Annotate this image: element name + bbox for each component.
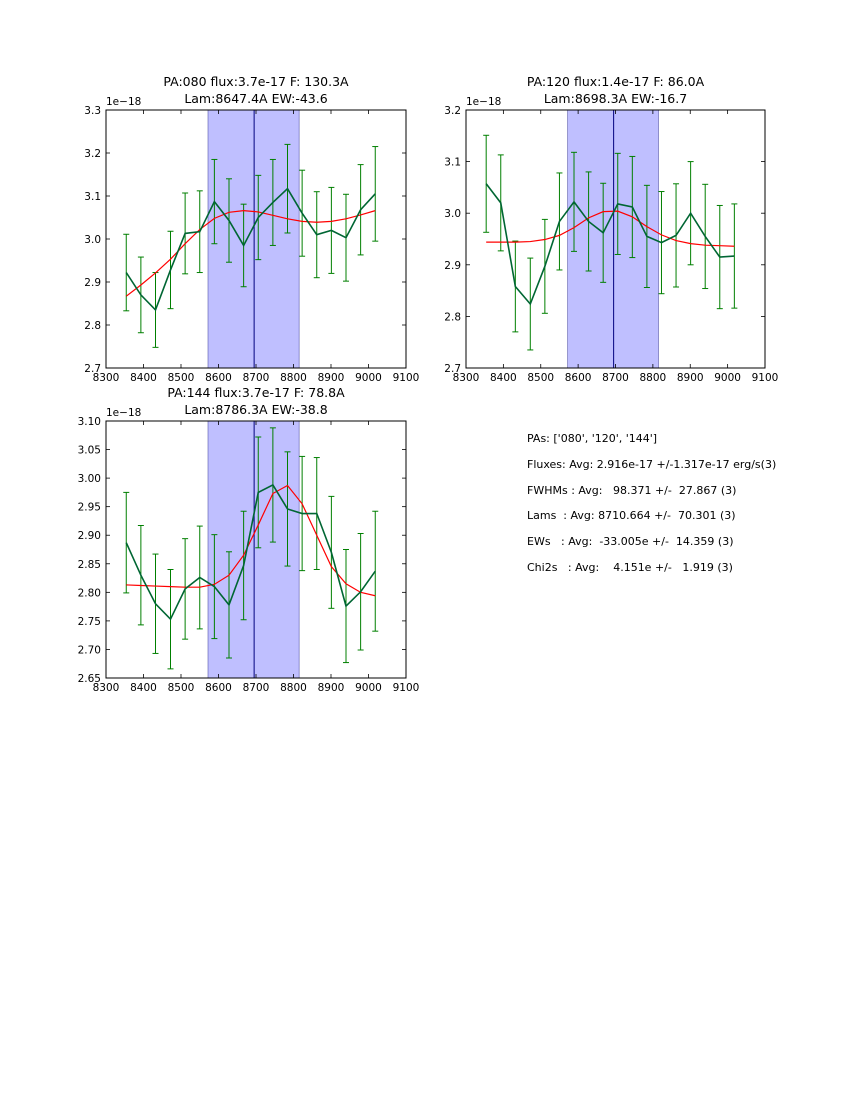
- x-tick-label: 8800: [640, 372, 667, 384]
- summary-panel: PAs: ['080', '120', '144'] Fluxes: Avg: …: [527, 432, 776, 587]
- x-tick-label: 8400: [490, 372, 517, 384]
- x-tick-label: 8400: [130, 372, 157, 384]
- chart-subtitle: Lam:8786.3A EW:-38.8: [184, 402, 327, 417]
- y-tick-label: 3.00: [78, 473, 101, 485]
- x-tick-label: 8500: [168, 372, 195, 384]
- x-tick-label: 8300: [93, 372, 120, 384]
- x-tick-label: 9000: [355, 372, 382, 384]
- chart-panel-3: 8300 8400 8500 8600 8700 8800 8900 9000 9100 2.65…: [78, 385, 420, 694]
- y-tick-label: 3.2: [444, 105, 461, 117]
- line-window-band: [207, 109, 300, 369]
- x-tick-label: 8300: [453, 372, 480, 384]
- chart-panel-2: 8300 8400 8500 8600 8700 8800 8900 9000 9100 2.7 2…: [444, 74, 778, 384]
- x-tick-label: 8900: [677, 372, 704, 384]
- x-tick-label: 8400: [130, 682, 157, 694]
- spectrum-line: [485, 183, 735, 306]
- y-tick-label: 3.2: [84, 148, 101, 160]
- y-tick-label: 3.3: [84, 105, 101, 117]
- summary-pas: PAs: ['080', '120', '144']: [527, 432, 658, 445]
- x-tick-label: 8600: [205, 682, 232, 694]
- line-window-band: [567, 109, 659, 369]
- y-tick-label: 2.8: [444, 311, 461, 323]
- x-tick-label: 8500: [527, 372, 554, 384]
- x-tick-label: 8500: [168, 682, 195, 694]
- x-tick-label: 8700: [243, 682, 270, 694]
- y-tick-label: 2.8: [84, 320, 101, 332]
- chart-panel-1: 8300 8400 8500 8600 8700 8800 8900 9000 9100 2.7 2…: [84, 74, 419, 384]
- summary-lams: Lams : Avg: 8710.664 +/- 70.301 (3): [527, 509, 736, 523]
- fit-line: [486, 210, 735, 247]
- y-tick-label: 3.10: [78, 416, 101, 428]
- x-tick-label: 8300: [93, 682, 120, 694]
- spectrum-line: [125, 187, 376, 312]
- x-tick-label: 9100: [752, 372, 779, 384]
- y-tick-label: 2.9: [444, 260, 461, 272]
- y-tick-label: 2.9: [84, 277, 101, 289]
- spectrum-line: [125, 483, 376, 621]
- y-offset-label: 1e−18: [466, 96, 501, 108]
- chart-subtitle: Lam:8647.4A EW:-43.6: [184, 91, 327, 106]
- y-tick-label: 2.95: [78, 502, 101, 514]
- y-tick-label: 2.80: [78, 587, 101, 599]
- line-window-band: [207, 420, 300, 679]
- y-tick-label: 3.05: [78, 445, 101, 457]
- x-tick-label: 8900: [318, 682, 345, 694]
- y-tick-label: 2.7: [84, 363, 101, 375]
- x-tick-label: 9100: [393, 372, 420, 384]
- x-tick-label: 8800: [280, 682, 307, 694]
- chart-subtitle: Lam:8698.3A EW:-16.7: [544, 91, 687, 106]
- y-tick-label: 3.1: [444, 157, 461, 169]
- chart-title: PA:120 flux:1.4e-17 F: 86.0A: [527, 74, 705, 89]
- y-tick-label: 2.90: [78, 530, 101, 542]
- summary-ews: EWs : Avg: -33.005e +/- 14.359 (3): [527, 535, 734, 549]
- y-offset-label: 1e−18: [106, 407, 141, 419]
- fit-line: [125, 210, 376, 297]
- summary-chi2s: Chi2s : Avg: 4.151e +/- 1.919 (3): [527, 560, 733, 574]
- x-tick-label: 9000: [714, 372, 741, 384]
- x-tick-label: 8600: [565, 372, 592, 384]
- y-tick-label: 2.7: [444, 363, 461, 375]
- y-tick-label: 2.75: [78, 616, 101, 628]
- y-tick-label: 2.85: [78, 559, 101, 571]
- y-tick-label: 2.70: [78, 644, 101, 656]
- chart-title: PA:080 flux:3.7e-17 F: 130.3A: [163, 74, 349, 89]
- x-tick-label: 8600: [205, 372, 232, 384]
- x-tick-label: 9100: [393, 682, 420, 694]
- summary-fwhms: FWHMs : Avg: 98.371 +/- 27.867 (3): [527, 483, 737, 497]
- summary-fluxes: Fluxes: Avg: 2.916e-17 +/-1.317e-17 erg/…: [527, 457, 777, 471]
- y-tick-label: 2.65: [78, 673, 101, 685]
- y-offset-label: 1e−18: [106, 96, 141, 108]
- chart-title: PA:144 flux:3.7e-17 F: 78.8A: [167, 385, 345, 400]
- x-tick-label: 9000: [355, 682, 382, 694]
- y-tick-label: 3.0: [444, 208, 461, 220]
- y-tick-label: 3.1: [84, 191, 101, 203]
- y-tick-label: 3.0: [84, 234, 101, 246]
- x-tick-label: 8900: [318, 372, 345, 384]
- x-tick-label: 8700: [243, 372, 270, 384]
- x-tick-label: 8800: [280, 372, 307, 384]
- x-tick-label: 8700: [602, 372, 629, 384]
- fit-line: [126, 484, 376, 597]
